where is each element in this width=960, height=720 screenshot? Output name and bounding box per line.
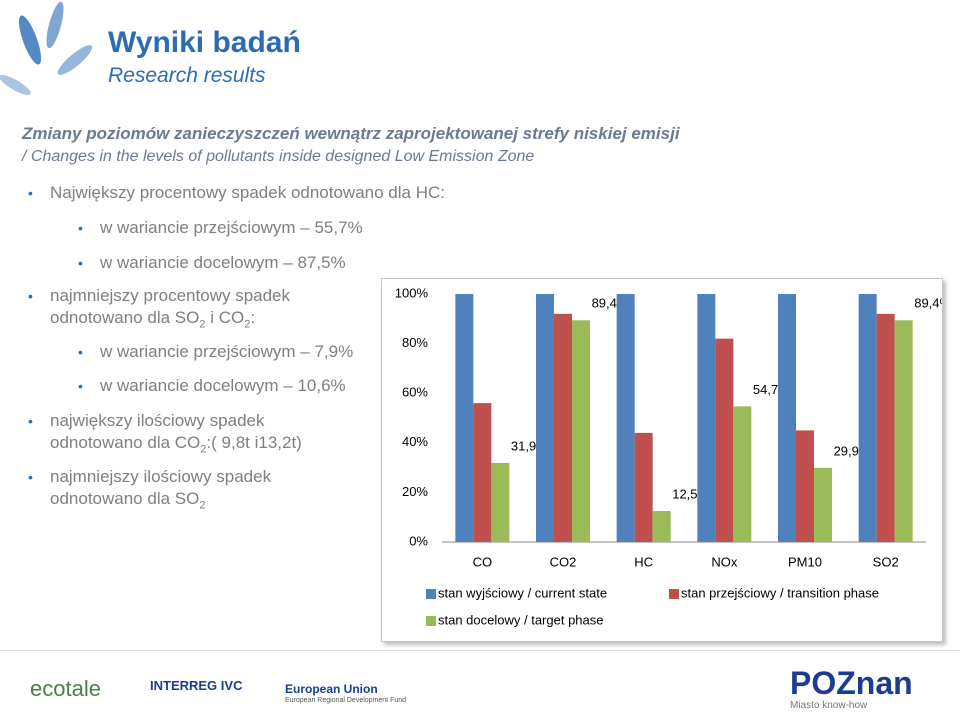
bar	[634, 432, 653, 542]
chart-frame: 0% 20% 40% 60% 80% 100% CO 31,9% CO2 89,4% HC 12,5%…	[381, 278, 952, 642]
legend-swatch	[426, 589, 436, 599]
bullet: najmniejszy ilościowy spadek odnotowano …	[28, 466, 340, 516]
y-tick-label: 60%	[402, 385, 428, 400]
legend-label: stan wyjściowy / current state	[438, 585, 607, 600]
bullet-text: i CO	[205, 308, 245, 327]
data-label: 89,4%	[914, 296, 942, 311]
x-tick-label: SO2	[873, 554, 899, 569]
bullet-text: 2	[244, 318, 251, 331]
legend-label: stan przejściowy / transition phase	[681, 585, 879, 600]
legend-swatch	[426, 616, 436, 626]
title: Wyniki badań	[108, 26, 301, 59]
bar	[554, 313, 572, 542]
bullet-text: najmniejszy procentowy spadek odnotowano…	[50, 286, 291, 327]
bullet: w wariancie docelowym – 10,6%	[78, 375, 400, 397]
bar	[858, 294, 877, 542]
bullet-text: :( 9,8t i13,2t)	[206, 433, 302, 452]
y-tick-label: 0%	[409, 533, 428, 548]
y-tick-label: 40%	[402, 434, 428, 449]
x-tick-label: CO	[473, 554, 493, 569]
bullet-text: 2	[199, 318, 206, 331]
bar	[697, 294, 716, 542]
bar	[536, 294, 554, 542]
logo: European Regional Development Fund	[285, 697, 407, 704]
bullet: w wariancie przejściowym – 7,9%	[78, 341, 400, 363]
y-tick-label: 100%	[395, 285, 429, 300]
decoration	[0, 1, 93, 95]
bullet-text: w wariancie docelowym – 87,5%	[100, 253, 346, 272]
bar	[814, 467, 832, 542]
bullet: w wariancie docelowym – 87,5%	[78, 252, 400, 274]
logo: INTERREG IVC	[150, 678, 243, 693]
bar	[473, 403, 492, 542]
x-tick-label: PM10	[788, 554, 822, 569]
bar	[876, 313, 895, 542]
bullet-text: :	[250, 308, 256, 327]
bullet: Największy procentowy spadek odnotowano …	[28, 182, 550, 204]
x-tick-label: NOx	[711, 554, 738, 569]
bullet: w wariancie przejściowym – 55,7%	[78, 217, 400, 239]
bar	[652, 511, 671, 542]
bullet-text: 2	[199, 499, 206, 512]
logo: ecotale	[30, 676, 101, 701]
legend-label: stan docelowy / target phase	[438, 612, 604, 627]
bullet: najmniejszy procentowy spadek odnotowano…	[28, 285, 340, 335]
bar	[616, 294, 635, 542]
footer-rule	[0, 650, 960, 651]
bullet: największy ilościowy spadek odnotowano d…	[28, 410, 340, 460]
bullet-text: największy ilościowy spadek odnotowano d…	[50, 411, 265, 452]
heading: Zmiany poziomów zanieczyszczeń wewnątrz …	[22, 124, 680, 143]
bar	[715, 338, 734, 542]
logo: Miasto know-how	[790, 700, 868, 711]
y-tick-label: 20%	[402, 484, 428, 499]
x-tick-label: HC	[634, 554, 653, 569]
legend-swatch	[669, 589, 679, 599]
logo: POZnan	[790, 665, 913, 701]
bullet-text: najmniejszy ilościowy spadek odnotowano …	[50, 467, 272, 508]
bullet-text: Największy procentowy spadek odnotowano …	[50, 183, 445, 202]
bullet-text: w wariancie przejściowym – 7,9%	[100, 342, 354, 361]
logo: European Union	[285, 682, 378, 696]
bar	[491, 462, 510, 542]
bullet-text: 2	[200, 443, 207, 456]
x-tick-label: CO2	[550, 554, 577, 569]
y-tick-label: 80%	[402, 335, 428, 350]
chart: 0%20%40%60%80%100%CO31,9%CO289,4%HC12,5%…	[395, 285, 952, 627]
subtitle: Research results	[108, 64, 266, 87]
bar	[455, 294, 474, 542]
bullet-text: w wariancie przejściowym – 55,7%	[100, 218, 363, 237]
heading-sub: / Changes in the levels of pollutants in…	[22, 148, 535, 165]
bar	[894, 320, 913, 542]
bar	[778, 294, 796, 542]
bar	[733, 406, 752, 542]
bullet-text: w wariancie docelowym – 10,6%	[100, 376, 346, 395]
bar	[572, 320, 590, 542]
bar	[796, 430, 814, 542]
